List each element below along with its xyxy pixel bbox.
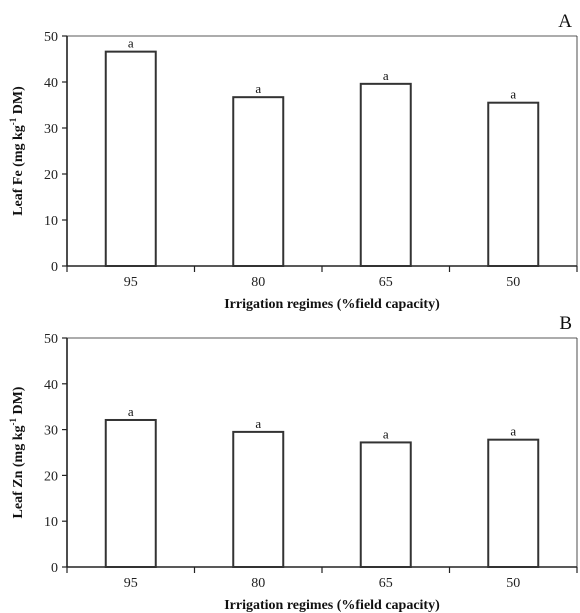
significance-label: a — [255, 416, 261, 431]
significance-label: a — [128, 404, 134, 419]
chart-panel-b: 0 10 20 30 40 50 a 95 a 80 a 65 a 50 Irrigation regime… — [8, 313, 577, 613]
significance-label: a — [255, 81, 261, 96]
significance-label: a — [383, 68, 389, 83]
x-axis-title: Irrigation regimes (%field capacity) — [224, 297, 440, 312]
bar-65 — [361, 84, 411, 266]
y-tick-label: 10 — [44, 214, 58, 229]
y-axis-title: Leaf Zn (mg kg-1 DM) — [8, 386, 26, 518]
x-tick-label: 95 — [124, 275, 138, 290]
bar-80 — [233, 97, 283, 266]
y-tick-label: 30 — [44, 122, 58, 137]
significance-label: a — [510, 87, 516, 102]
y-tick-label: 20 — [44, 168, 58, 183]
y-tick-label: 40 — [44, 378, 58, 393]
bar-50 — [488, 440, 538, 567]
panel-label: B — [559, 313, 572, 334]
bar-95 — [106, 52, 156, 266]
y-tick-label: 20 — [44, 469, 58, 484]
x-tick-label: 65 — [379, 576, 393, 591]
bar-80 — [233, 432, 283, 567]
y-tick-label: 50 — [44, 332, 58, 347]
panel-label: A — [558, 11, 572, 32]
bar-65 — [361, 442, 411, 567]
y-axis-title: Leaf Fe (mg kg-1 DM) — [8, 86, 26, 216]
bar-50 — [488, 103, 538, 266]
x-tick-label: 50 — [506, 576, 520, 591]
bar-95 — [106, 420, 156, 567]
y-tick-label: 0 — [51, 260, 58, 275]
y-tick-label: 0 — [51, 561, 58, 576]
significance-label: a — [128, 36, 134, 51]
significance-label: a — [383, 426, 389, 441]
x-axis-title: Irrigation regimes (%field capacity) — [224, 598, 440, 613]
y-tick-label: 10 — [44, 515, 58, 530]
significance-label: a — [510, 424, 516, 439]
y-tick-label: 50 — [44, 30, 58, 45]
x-tick-label: 65 — [379, 275, 393, 290]
y-tick-label: 40 — [44, 76, 58, 91]
x-tick-label: 80 — [251, 576, 265, 591]
x-tick-label: 80 — [251, 275, 265, 290]
x-tick-label: 50 — [506, 275, 520, 290]
x-tick-label: 95 — [124, 576, 138, 591]
chart-panel-a: 0 10 20 30 40 50 a 95 a 80 a 65 a 50 Irrigation regime… — [8, 11, 577, 312]
y-tick-label: 30 — [44, 424, 58, 439]
